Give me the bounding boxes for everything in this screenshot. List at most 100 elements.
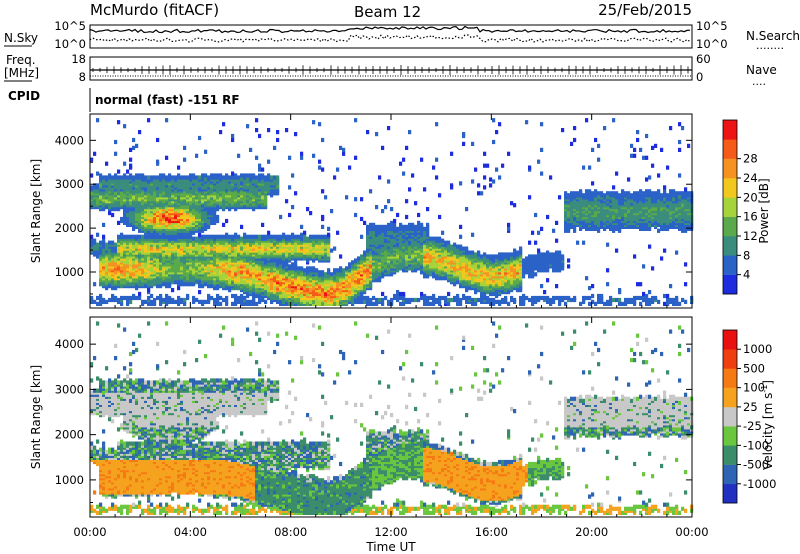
freq-panel-frame (89, 56, 693, 81)
power-cell (249, 234, 253, 239)
power-cell (117, 169, 121, 174)
power-cell (147, 295, 151, 301)
power-cell (249, 147, 253, 152)
power-cell (192, 236, 196, 241)
power-cell (408, 222, 412, 227)
power-cell (261, 222, 265, 227)
power-cell (108, 173, 112, 178)
noise-search-key: ........ (756, 39, 784, 52)
power-cell (96, 232, 100, 237)
power-cell (390, 220, 394, 225)
power-cell (339, 266, 343, 271)
power-cell (387, 299, 391, 304)
power-cell (375, 132, 379, 137)
power-cell (240, 236, 244, 241)
power-cell (384, 295, 388, 301)
power-cell (150, 175, 154, 180)
power-cell (99, 293, 103, 299)
power-cell (414, 201, 418, 206)
power-cell (174, 175, 178, 180)
power-cell (117, 220, 121, 225)
power-cell (153, 301, 157, 306)
power-cell (294, 191, 298, 196)
power-cell (279, 234, 283, 239)
power-cell (129, 299, 133, 304)
power-cell (291, 173, 295, 178)
power-cell (435, 297, 439, 303)
power-cell (246, 173, 250, 178)
power-cell (201, 173, 205, 178)
power-cell (444, 299, 448, 304)
power-cell (321, 189, 325, 194)
power-cell (105, 242, 109, 247)
power-cell (144, 175, 148, 180)
power-cell (309, 211, 313, 216)
power-cell (243, 232, 247, 237)
power-cell (456, 299, 460, 304)
power-cell (219, 130, 223, 135)
power-cell (273, 234, 277, 239)
power-cell (117, 234, 121, 239)
date-title: 25/Feb/2015 (598, 1, 692, 19)
power-cell (171, 297, 175, 303)
power-cell (204, 149, 208, 154)
power-cell (219, 234, 223, 239)
power-cell (309, 234, 313, 239)
power-cell (252, 234, 256, 239)
power-cell (309, 266, 313, 271)
power-cell (150, 293, 154, 299)
power-cell (231, 133, 235, 139)
power-cell (330, 272, 334, 277)
power-cell (318, 159, 322, 164)
power-cell (432, 236, 436, 241)
power-cell (405, 214, 409, 220)
power-cell (450, 297, 454, 303)
power-cell (90, 238, 94, 243)
power-cell (300, 266, 304, 271)
power-cell (90, 185, 94, 190)
power-cell (138, 173, 142, 178)
power-cell (150, 299, 154, 304)
power-cell (216, 301, 220, 306)
power-cell (234, 297, 238, 303)
power-cell (312, 266, 316, 271)
power-cell (333, 268, 337, 273)
power-cell (105, 161, 109, 166)
power-cell (420, 222, 424, 227)
power-cell (294, 234, 298, 239)
power-cell (372, 222, 376, 227)
power-cell (387, 226, 391, 231)
power-cell (270, 175, 274, 180)
power-cell (258, 299, 262, 304)
power-cell (216, 293, 220, 299)
power-cell (168, 173, 172, 178)
power-cell (429, 236, 433, 241)
power-cell (363, 220, 367, 225)
power-cell (276, 234, 280, 239)
power-cell (246, 124, 250, 129)
power-cell (276, 137, 280, 143)
power-cell (216, 214, 220, 220)
power-cell (306, 266, 310, 271)
power-cell (132, 137, 136, 143)
power-cell (198, 175, 202, 180)
station-title: McMurdo (fitACF) (90, 1, 219, 19)
power-cell (195, 297, 199, 303)
power-cell (378, 175, 382, 180)
power-cell (156, 175, 160, 180)
power-cell (111, 293, 115, 299)
noise-panel-frame (89, 24, 693, 49)
power-cell (396, 293, 400, 299)
power-cell (372, 301, 376, 306)
power-cell (255, 128, 259, 133)
power-cell (381, 145, 385, 150)
power-cell (303, 268, 307, 273)
power-cell (288, 264, 292, 269)
power-cell (366, 301, 370, 306)
power-cell (255, 118, 259, 123)
power-cell (411, 297, 415, 303)
power-cell (369, 189, 373, 194)
power-cell (192, 173, 196, 178)
power-cell (258, 167, 262, 172)
power-cell (267, 159, 271, 164)
